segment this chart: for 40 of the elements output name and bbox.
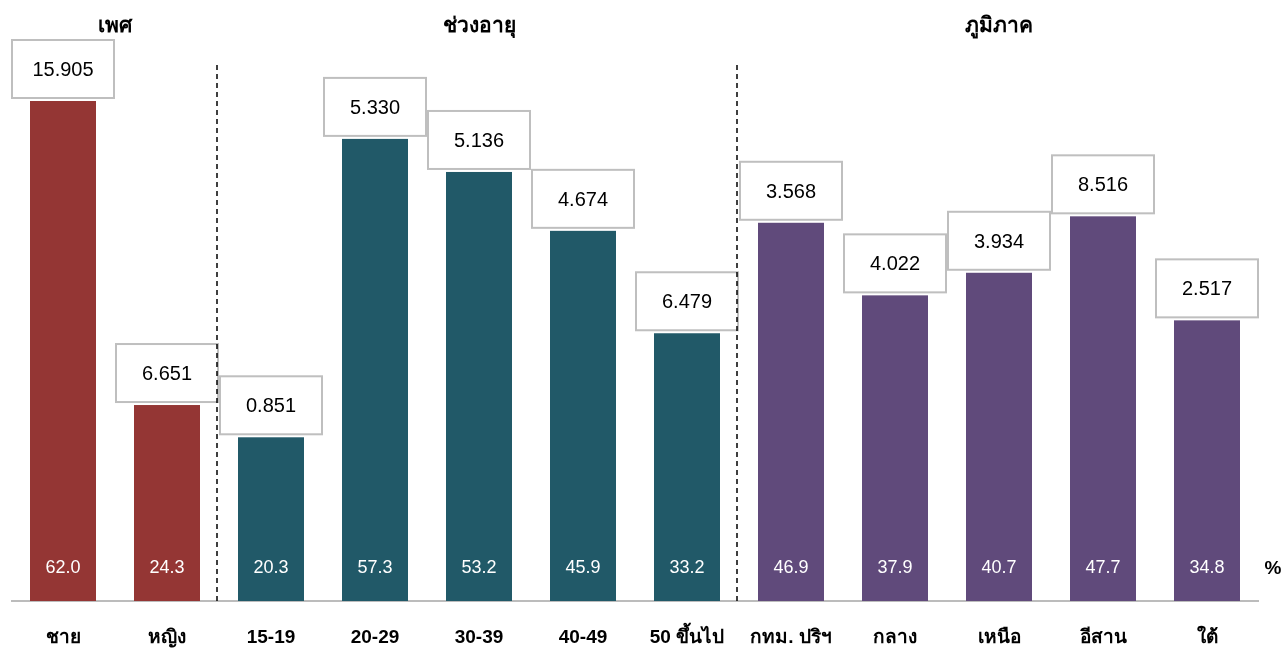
data-label: 37.9 [877,557,913,577]
data-label: 40.7 [981,557,1017,577]
data-label: 62.0 [45,557,81,577]
annotation: 4.674 [557,187,609,210]
x-tick-label: กลาง [873,626,917,647]
x-tick-label: 40-49 [558,626,608,647]
x-tick-label: หญิง [148,626,186,648]
x-tick-label: กทม. ปริฯ [750,626,832,647]
data-label: 53.2 [461,557,497,577]
annotation: 4.022 [869,252,921,275]
chart-title: ภูมิภาค [965,13,1033,39]
x-tick-label: 30-39 [454,626,504,647]
data-label: 34.8 [1189,557,1225,577]
annotation: 3.934 [973,229,1025,252]
annotation: 6.479 [661,290,713,313]
data-label: 46.9 [773,557,809,577]
x-tick-label: ใต้ [1196,625,1218,647]
data-label: 45.9 [565,557,601,577]
annotation: 3.568 [765,179,817,202]
annotation: 15.905 [32,58,94,80]
data-label: 33.2 [669,557,705,577]
x-tick-label: เหนือ [977,626,1021,647]
annotation: 2.517 [1181,277,1233,300]
x-tick-label: 15-19 [246,626,296,647]
chart-title: เพศ [98,13,133,36]
annotation: 5.330 [349,95,401,118]
annotation: 8.516 [1077,173,1129,196]
x-tick-label: 50 ขึ้นไป [649,622,725,647]
x-tick-label: อีสาน [1079,626,1127,647]
text: % [1264,557,1282,578]
data-label: 24.3 [149,557,185,577]
x-tick-label: ชาย [45,626,81,647]
data-label: 20.3 [253,557,289,577]
chart-title: ช่วงอายุ [442,13,516,39]
annotation: 6.651 [141,362,193,385]
data-label: 57.3 [357,557,393,577]
data-label: 47.7 [1085,557,1121,577]
annotation: 0.851 [245,394,297,417]
annotation: 5.136 [453,128,505,151]
x-tick-label: 20-29 [350,626,400,647]
